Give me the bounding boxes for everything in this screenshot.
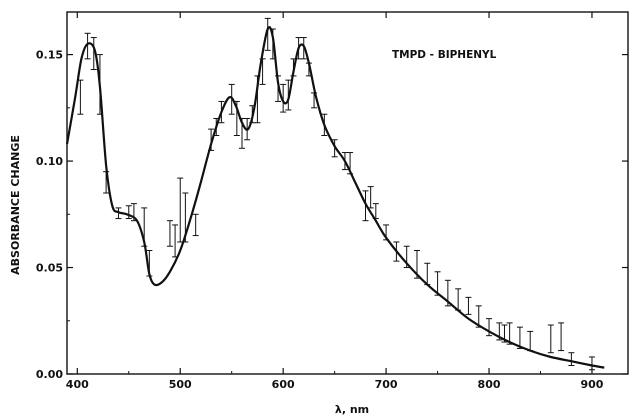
y-tick-label-1: 0.05	[36, 262, 63, 275]
error-bar	[368, 187, 374, 208]
error-bar	[558, 323, 564, 351]
plot-frame	[67, 12, 628, 374]
axes: 400 500 600 700 800 900 0.00 0.05 0.10 0.15	[36, 12, 628, 391]
y-tick-label-0: 0.00	[36, 368, 63, 381]
y-axis-label: ABSORBANCE CHANGE	[9, 135, 22, 275]
error-bar	[465, 297, 471, 314]
y-tick-label-2: 0.10	[36, 155, 63, 168]
x-tick-label-400: 400	[66, 378, 89, 391]
x-tick-label-800: 800	[478, 378, 501, 391]
chart-annotation: TMPD - BIPHENYL	[392, 49, 497, 61]
error-bar	[568, 353, 574, 366]
error-bar	[193, 214, 199, 235]
error-bar	[177, 178, 183, 242]
absorbance-curve	[67, 27, 604, 367]
y-tick-label-3: 0.15	[36, 49, 63, 62]
x-tick-label-700: 700	[375, 378, 398, 391]
x-tick-label-600: 600	[272, 378, 295, 391]
x-tick-label-500: 500	[169, 378, 192, 391]
error-bars	[77, 18, 595, 369]
x-axis-label: λ, nm	[335, 403, 369, 416]
error-bar	[167, 221, 173, 247]
error-bar	[589, 357, 595, 370]
error-bar	[172, 225, 178, 257]
x-tick-label-900: 900	[580, 378, 603, 391]
error-bar	[455, 289, 461, 310]
error-bar	[77, 80, 83, 114]
error-bar	[527, 331, 533, 350]
error-bar	[548, 325, 554, 353]
